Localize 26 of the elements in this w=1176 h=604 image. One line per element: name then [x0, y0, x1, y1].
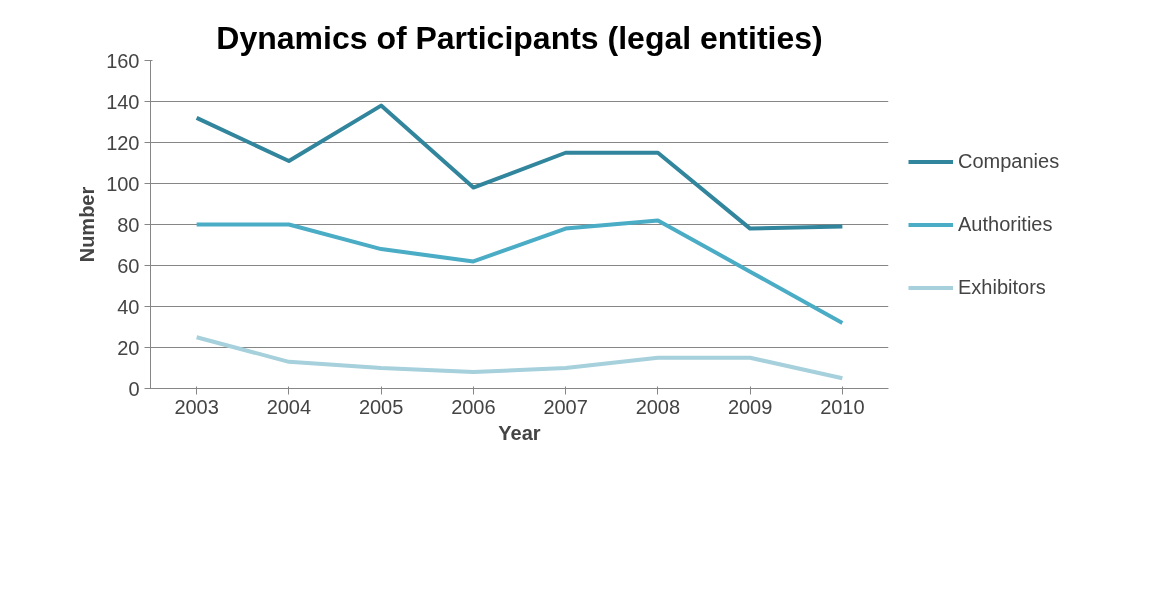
y-tick-label: 80 [117, 213, 140, 236]
y-tick-label: 120 [106, 131, 140, 154]
y-tick-label: 160 [106, 49, 140, 72]
y-tick-label: 100 [106, 172, 140, 195]
x-tick-label: 2006 [451, 395, 496, 418]
x-tick-label: 2008 [635, 395, 681, 418]
x-tick-label: 2005 [358, 395, 404, 418]
x-tick-label: 2009 [727, 395, 773, 418]
x-tick-label: 2007 [543, 395, 588, 418]
x-tick-label: 2010 [820, 395, 865, 418]
y-tick-label: 20 [117, 336, 140, 359]
chart-title: Dynamics of Participants (legal entities) [216, 19, 823, 56]
y-tick-label: 60 [117, 254, 140, 277]
y-tick-label: 40 [117, 295, 140, 318]
x-tick-label: 2004 [266, 395, 312, 418]
y-tick-label: 140 [106, 90, 140, 113]
legend-label: Authorities [958, 212, 1053, 236]
y-tick-label: 0 [128, 377, 140, 400]
y-axis-title: Number [76, 186, 99, 263]
x-axis-title: Year [498, 421, 541, 444]
legend-label: Companies [958, 149, 1060, 173]
legend-label: Exhibitors [958, 275, 1046, 299]
line-series [194, 218, 845, 325]
x-tick-label: 2003 [174, 395, 219, 418]
line-series [194, 103, 845, 231]
line-series [194, 335, 845, 381]
